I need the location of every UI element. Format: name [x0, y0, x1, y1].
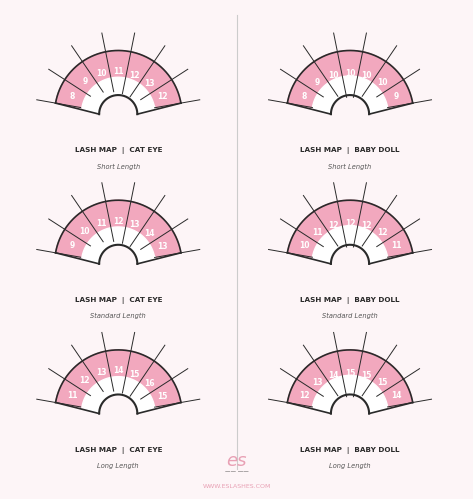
Text: 10: 10 [79, 227, 90, 236]
Text: 9: 9 [70, 241, 75, 250]
Polygon shape [55, 50, 181, 108]
Text: LASH MAP  |  CAT EYE: LASH MAP | CAT EYE [75, 297, 162, 304]
Text: 10: 10 [329, 71, 339, 80]
Text: 8: 8 [70, 91, 75, 100]
Text: 10: 10 [96, 69, 106, 78]
Text: 13: 13 [158, 242, 168, 251]
Text: 13: 13 [313, 378, 323, 387]
Text: LASH MAP  |  CAT EYE: LASH MAP | CAT EYE [75, 447, 162, 454]
Text: 13: 13 [96, 368, 106, 377]
Polygon shape [287, 50, 413, 107]
Text: 12: 12 [299, 391, 309, 400]
Text: 9: 9 [394, 92, 399, 101]
Polygon shape [312, 76, 388, 114]
Text: 9: 9 [315, 78, 320, 87]
Text: 16: 16 [144, 379, 155, 388]
Text: LASH MAP  |  BABY DOLL: LASH MAP | BABY DOLL [300, 297, 400, 304]
Text: 11: 11 [113, 67, 123, 76]
Text: Standard Length: Standard Length [90, 313, 146, 319]
Text: 12: 12 [377, 228, 387, 237]
Text: Short Length: Short Length [96, 164, 140, 170]
Text: 11: 11 [313, 228, 323, 237]
Text: 10: 10 [361, 71, 371, 80]
Text: 10: 10 [299, 242, 309, 250]
Polygon shape [82, 77, 156, 114]
Text: 13: 13 [144, 79, 155, 88]
Text: 15: 15 [345, 369, 355, 378]
Text: 12: 12 [345, 219, 355, 228]
Text: 10: 10 [377, 78, 387, 87]
Text: LASH MAP  |  BABY DOLL: LASH MAP | BABY DOLL [300, 147, 400, 154]
Text: 15: 15 [361, 371, 371, 380]
Text: Short Length: Short Length [328, 164, 372, 170]
Text: 12: 12 [130, 71, 140, 80]
Text: 14: 14 [144, 229, 155, 238]
Text: 14: 14 [391, 391, 401, 400]
Text: 9: 9 [82, 77, 88, 86]
Polygon shape [55, 200, 181, 257]
Polygon shape [312, 226, 388, 264]
Text: 11: 11 [96, 219, 106, 228]
Text: LASH MAP  |  BABY DOLL: LASH MAP | BABY DOLL [300, 447, 400, 454]
Text: 12: 12 [361, 221, 371, 230]
Polygon shape [55, 350, 181, 407]
Polygon shape [82, 227, 156, 264]
Text: 12: 12 [329, 221, 339, 230]
Text: 8: 8 [301, 92, 307, 101]
Polygon shape [312, 375, 388, 414]
Text: —— ——: —— —— [225, 469, 248, 474]
Polygon shape [287, 200, 413, 257]
Text: 15: 15 [130, 370, 140, 379]
Text: 14: 14 [113, 366, 123, 375]
Polygon shape [287, 350, 413, 407]
Text: 12: 12 [113, 217, 123, 226]
Text: 14: 14 [329, 371, 339, 380]
Text: 13: 13 [130, 221, 140, 230]
Text: 11: 11 [391, 242, 401, 250]
Text: 15: 15 [158, 392, 168, 401]
Text: Standard Length: Standard Length [322, 313, 378, 319]
Text: es: es [226, 452, 247, 470]
Text: WWW.ESLASHES.COM: WWW.ESLASHES.COM [202, 484, 271, 489]
Text: 12: 12 [158, 92, 168, 101]
Text: 11: 11 [67, 391, 77, 400]
Text: Long Length: Long Length [329, 463, 371, 469]
Text: LASH MAP  |  CAT EYE: LASH MAP | CAT EYE [75, 147, 162, 154]
Text: 10: 10 [345, 69, 355, 78]
Text: Long Length: Long Length [97, 463, 139, 469]
Text: 15: 15 [377, 378, 387, 387]
Polygon shape [82, 377, 156, 414]
Text: 12: 12 [79, 376, 90, 385]
